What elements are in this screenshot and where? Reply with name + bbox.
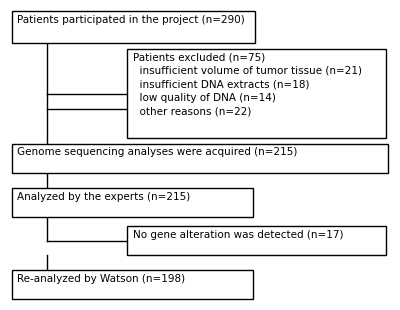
- Text: Genome sequencing analyses were acquired (n=215): Genome sequencing analyses were acquired…: [16, 148, 297, 157]
- FancyBboxPatch shape: [12, 188, 253, 217]
- Text: Patients participated in the project (n=290): Patients participated in the project (n=…: [16, 15, 244, 25]
- Text: Re-analyzed by Watson (n=198): Re-analyzed by Watson (n=198): [16, 274, 185, 284]
- Text: Patients excluded (n=75)
  insufficient volume of tumor tissue (n=21)
  insuffic: Patients excluded (n=75) insufficient vo…: [132, 52, 362, 117]
- Text: Analyzed by the experts (n=215): Analyzed by the experts (n=215): [16, 192, 190, 202]
- FancyBboxPatch shape: [12, 11, 255, 42]
- FancyBboxPatch shape: [128, 226, 386, 255]
- FancyBboxPatch shape: [12, 144, 388, 173]
- FancyBboxPatch shape: [12, 270, 253, 299]
- FancyBboxPatch shape: [128, 49, 386, 138]
- Text: No gene alteration was detected (n=17): No gene alteration was detected (n=17): [132, 230, 343, 240]
